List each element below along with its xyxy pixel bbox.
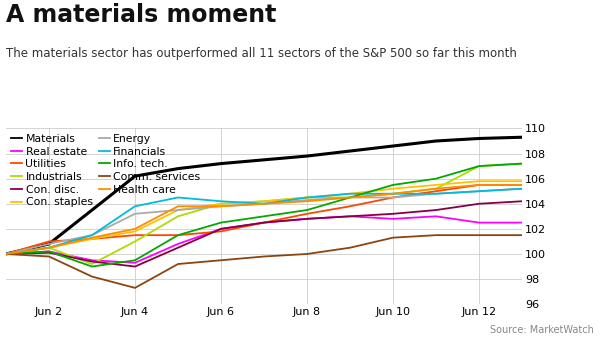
Text: Source: MarketWatch: Source: MarketWatch bbox=[490, 324, 594, 335]
Text: The materials sector has outperformed all 11 sectors of the S&P 500 so far this : The materials sector has outperformed al… bbox=[6, 47, 517, 60]
Legend: Materials, Real estate, Utilities, Industrials, Con. disc., Con. staples, Energy: Materials, Real estate, Utilities, Indus… bbox=[11, 134, 200, 208]
Text: A materials moment: A materials moment bbox=[6, 3, 277, 27]
